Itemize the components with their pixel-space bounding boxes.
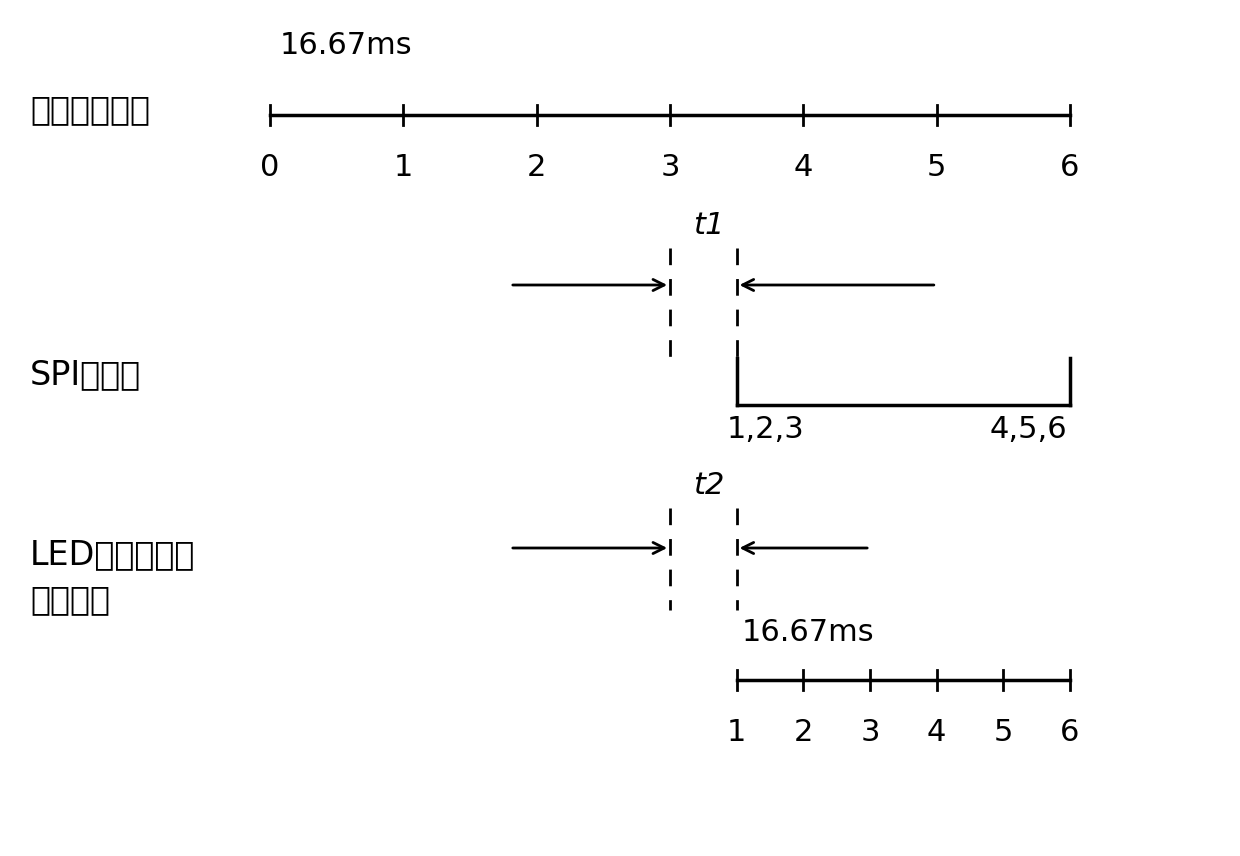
Text: SPI通信：: SPI通信：	[30, 359, 141, 391]
Text: 3: 3	[660, 153, 680, 182]
Text: 1: 1	[727, 718, 746, 747]
Text: 1: 1	[393, 153, 413, 182]
Text: 6: 6	[1060, 153, 1080, 182]
Text: 3: 3	[861, 718, 879, 747]
Text: 16.67ms: 16.67ms	[280, 31, 413, 60]
Text: 4: 4	[928, 718, 946, 747]
Text: 16.67ms: 16.67ms	[742, 618, 874, 647]
Text: t2: t2	[693, 471, 724, 500]
Text: 2: 2	[794, 718, 813, 747]
Text: 5: 5	[928, 153, 946, 182]
Text: 0: 0	[260, 153, 280, 182]
Text: 背光值计算：: 背光值计算：	[30, 93, 150, 127]
Text: 背光值：: 背光值：	[30, 584, 110, 616]
Text: 4: 4	[794, 153, 813, 182]
Text: 4,5,6: 4,5,6	[990, 415, 1068, 444]
Text: 2: 2	[527, 153, 547, 182]
Text: 6: 6	[1060, 718, 1080, 747]
Text: t1: t1	[693, 211, 724, 240]
Text: LED控制器应用: LED控制器应用	[30, 538, 196, 572]
Text: 1,2,3: 1,2,3	[727, 415, 805, 444]
Text: 5: 5	[993, 718, 1013, 747]
